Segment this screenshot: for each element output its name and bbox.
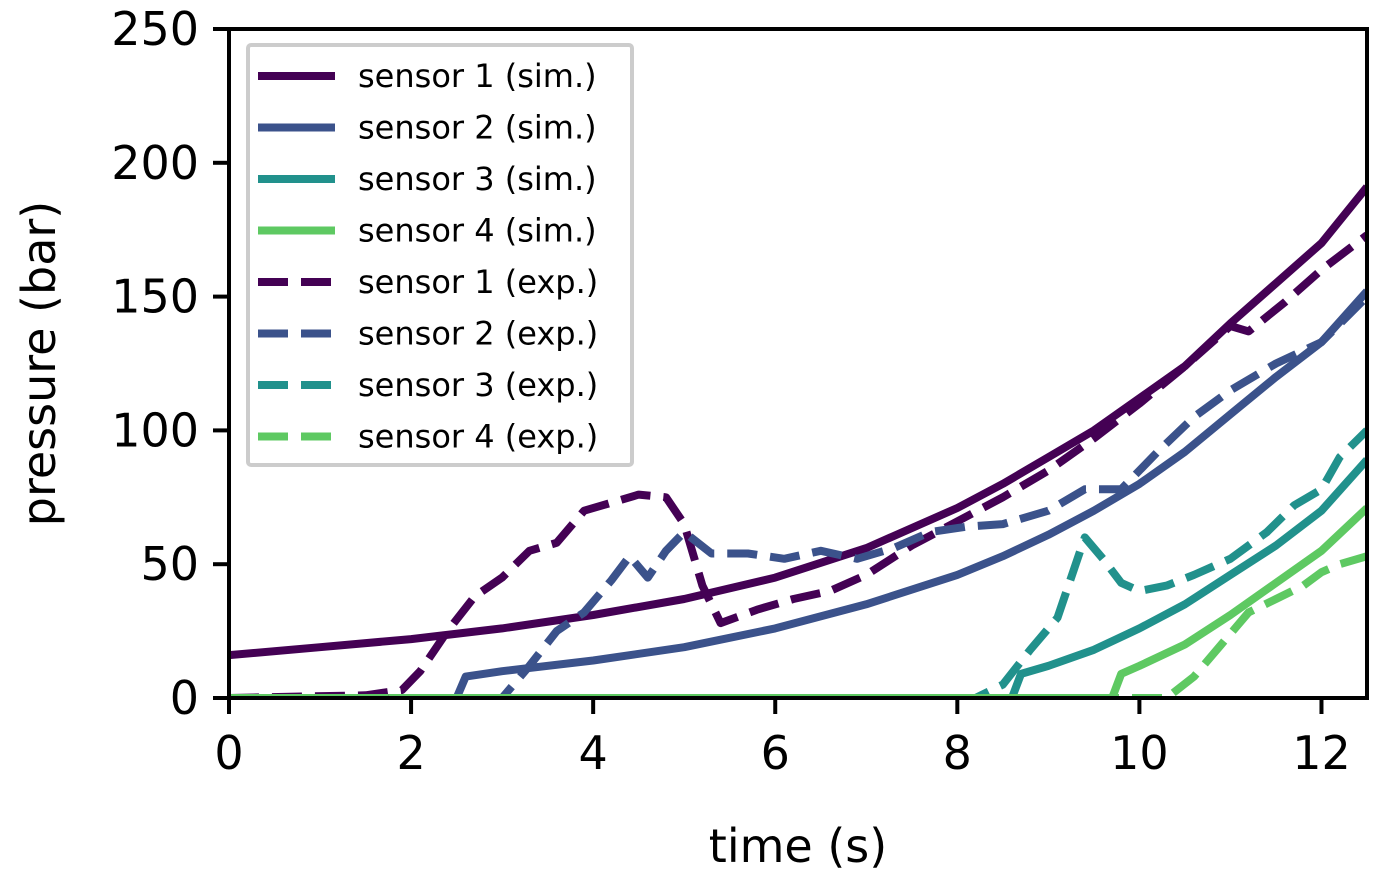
y-tick-label: 250 <box>111 2 199 56</box>
series-line-7 <box>229 427 1367 698</box>
x-tick-label: 8 <box>943 726 972 780</box>
x-tick-label: 6 <box>761 726 790 780</box>
legend-entry-label: sensor 3 (exp.) <box>358 366 598 404</box>
x-tick-label: 0 <box>214 726 243 780</box>
series-line-6 <box>229 293 1367 698</box>
legend-items: sensor 1 (sim.) sensor 2 (sim.) sensor 3 (… <box>258 57 598 456</box>
y-axis-label: pressure (bar) <box>12 201 66 527</box>
legend-entry-label: sensor 4 (sim.) <box>358 212 597 250</box>
legend-entry-label: sensor 1 (exp.) <box>358 263 598 301</box>
y-tick-label: 50 <box>140 537 199 591</box>
x-tick-label: 10 <box>1110 726 1169 780</box>
legend-entry-label: sensor 3 (sim.) <box>358 160 597 198</box>
legend-box <box>246 43 634 467</box>
x-tick-label: 4 <box>579 726 608 780</box>
legend-entry-label: sensor 1 (sim.) <box>358 57 597 95</box>
axis-ticks: 0 2 4 6 8 10 12 0 50 100 150 200 250 <box>111 2 1351 780</box>
series-line-1 <box>229 184 1367 660</box>
series-line-8 <box>229 552 1367 698</box>
y-tick-label: 100 <box>111 403 199 457</box>
legend: sensor 1 (sim.) sensor 2 (sim.) sensor 3 (… <box>246 43 634 467</box>
plot-frame <box>227 27 1369 700</box>
y-tick-label: 0 <box>170 671 199 725</box>
x-tick-label: 2 <box>396 726 425 780</box>
legend-entry-label: sensor 2 (exp.) <box>358 315 598 353</box>
y-tick-label: 200 <box>111 136 199 190</box>
legend-entry-label: sensor 4 (exp.) <box>358 418 598 456</box>
x-axis-label: time (s) <box>709 819 887 873</box>
series-line-5 <box>229 231 1367 698</box>
series-line-2 <box>229 288 1367 698</box>
x-tick-label: 12 <box>1292 726 1351 780</box>
series-lines <box>229 184 1367 698</box>
legend-entry-label: sensor 2 (sim.) <box>358 109 597 147</box>
series-line-4 <box>229 505 1367 698</box>
y-tick-label: 150 <box>111 270 199 324</box>
series-line-3 <box>229 457 1367 698</box>
